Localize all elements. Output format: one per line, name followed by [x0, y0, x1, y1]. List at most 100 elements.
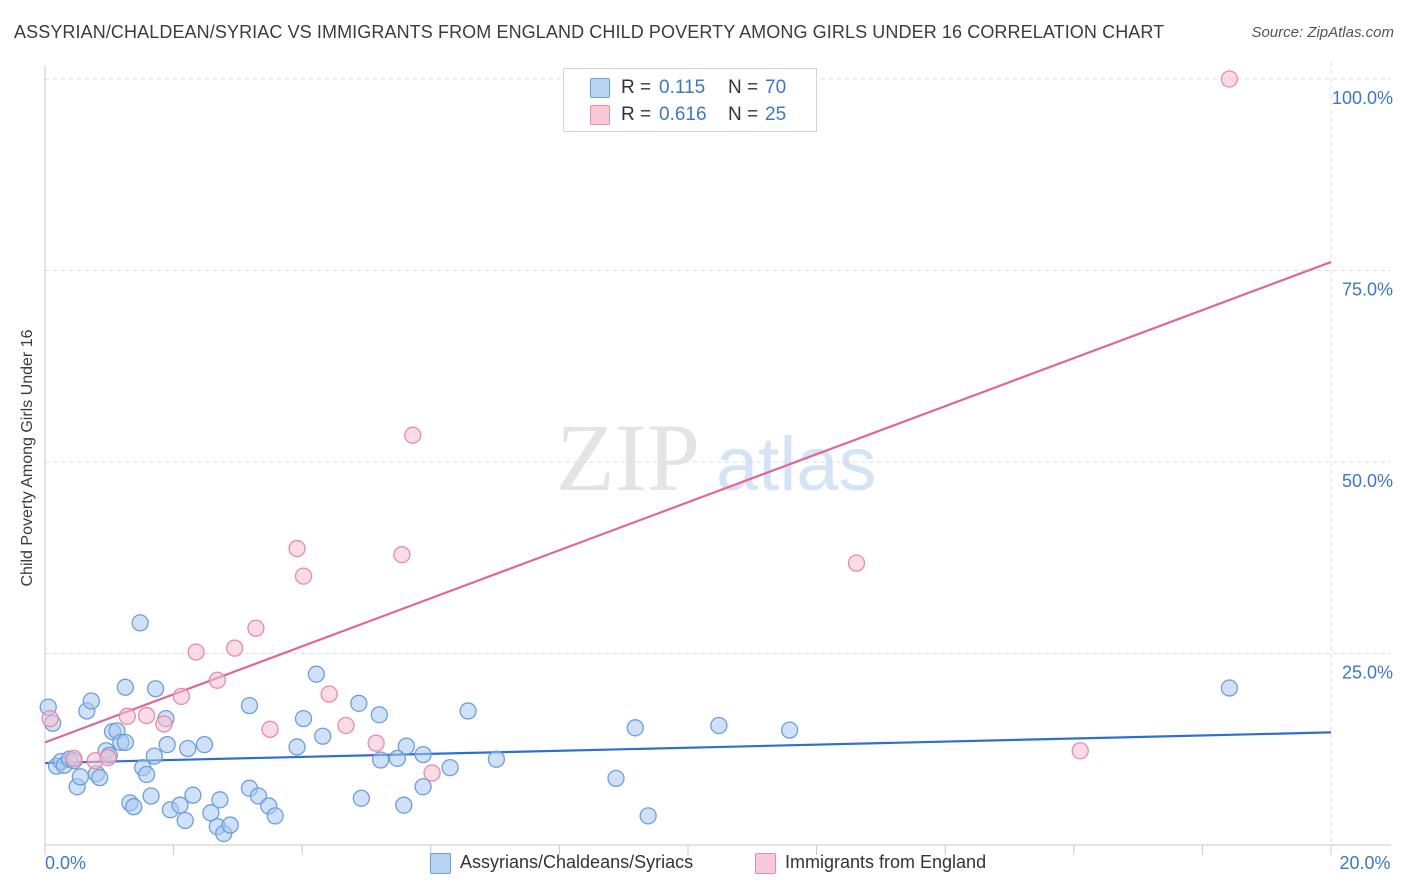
england-point: [65, 749, 83, 768]
assyrian-point: [307, 665, 325, 683]
england-point: [247, 619, 265, 637]
y-tick-label: 25.0%: [1342, 663, 1393, 683]
assyrian-point: [71, 768, 90, 786]
assyrian-point: [195, 736, 214, 754]
assyrian-point: [626, 719, 644, 737]
series-legend: Assyrians/Chaldeans/Syriacs Immigrants f…: [0, 852, 1406, 878]
assyrian-point: [388, 749, 407, 768]
england-point: [99, 749, 117, 767]
y-tick-label: 50.0%: [1342, 471, 1393, 491]
assyrian-point: [441, 758, 459, 777]
england-point: [41, 709, 59, 728]
england-point: [187, 643, 205, 661]
assyrian-point: [780, 721, 799, 739]
england-trend-line: [44, 261, 1332, 744]
assyrian-point: [249, 787, 268, 805]
assyrian-point: [179, 739, 197, 758]
chart-title: ASSYRIAN/CHALDEAN/SYRIAC VS IMMIGRANTS F…: [14, 22, 1165, 42]
assyrian-point: [221, 816, 239, 834]
england-point: [393, 546, 411, 564]
legend-swatch-blue: [590, 78, 610, 98]
assyrian-point: [414, 778, 432, 796]
assyrian-point: [370, 706, 389, 724]
y-tick-label: 75.0%: [1342, 280, 1393, 300]
legend-swatch-pink: [755, 853, 776, 874]
trend-lines: [44, 261, 1332, 765]
assyrian-point: [350, 694, 368, 712]
assyrian-point: [82, 692, 100, 710]
legend-r-label: R =: [621, 77, 652, 98]
assyrian-point: [145, 747, 163, 765]
assyrian-point: [176, 811, 194, 830]
assyrian-point: [371, 751, 390, 769]
assyrian-point: [142, 787, 160, 805]
england-point: [137, 706, 156, 725]
assyrian-point: [395, 796, 413, 814]
assyrian-point: [1220, 679, 1239, 697]
assyrian-point: [158, 736, 176, 754]
assyrian-point: [137, 765, 156, 784]
y-tick-label: 100.0%: [1332, 88, 1393, 108]
watermark-atlas: atlas: [716, 422, 877, 507]
assyrian-point: [607, 769, 625, 788]
assyrian-point: [294, 709, 313, 728]
assyrian-point: [146, 680, 165, 698]
england-point: [847, 554, 866, 572]
england-point: [155, 715, 173, 733]
england-point: [288, 539, 306, 558]
assyrian-point: [116, 733, 135, 752]
legend-n-value: 25: [765, 104, 787, 125]
assyrian-point: [639, 807, 657, 825]
england-point: [423, 764, 441, 782]
assyrian-point: [710, 716, 728, 735]
assyrian-point: [116, 678, 135, 696]
england-point: [226, 639, 244, 657]
england-point: [367, 734, 385, 752]
data-points: [39, 70, 1239, 843]
england-point: [261, 720, 279, 738]
england-point: [337, 716, 355, 735]
england-point: [294, 567, 313, 585]
assyrian-trend-line: [44, 731, 1332, 765]
assyrian-point: [211, 791, 229, 809]
assyrian-point: [240, 696, 259, 715]
assyrian-point: [171, 796, 189, 814]
england-point: [1220, 70, 1239, 88]
assyrian-point: [352, 789, 371, 807]
legend-r-value: 0.115: [659, 77, 706, 98]
assyrian-point: [184, 786, 202, 804]
legend-n-label: N =: [728, 77, 759, 98]
assyrian-point: [125, 798, 143, 816]
assyrian-point: [487, 750, 506, 768]
legend-swatch-pink: [590, 105, 610, 125]
assyrian-point: [202, 804, 220, 822]
assyrian-point: [288, 738, 306, 756]
england-point: [172, 687, 190, 706]
source-label: Source: ZipAtlas.com: [1251, 24, 1394, 41]
watermark-zip: ZIP: [556, 404, 700, 511]
x-tick-label: 0.0%: [45, 853, 86, 873]
x-tick-label: 20.0%: [1339, 853, 1390, 873]
legend-series-name: Assyrians/Chaldeans/Syriacs: [460, 852, 694, 872]
legend-n-value: 70: [765, 77, 787, 98]
legend-r-label: R =: [621, 104, 652, 125]
tick-labels: 25.0% 50.0% 75.0% 100.0% 0.0% 20.0%: [45, 88, 1393, 873]
assyrian-point: [459, 702, 477, 720]
legend-r-value: 0.616: [659, 104, 707, 125]
legend-swatch-blue: [430, 853, 451, 874]
england-point: [320, 685, 338, 703]
assyrian-point: [314, 727, 332, 745]
legend-n-label: N =: [728, 104, 759, 125]
assyrian-point: [414, 745, 432, 764]
gridlines: [45, 62, 1391, 845]
england-point: [404, 426, 422, 444]
correlation-legend: R = 0.115 N = 70 R = 0.616 N = 25: [563, 68, 817, 132]
assyrian-point: [266, 807, 284, 825]
assyrian-point: [397, 737, 416, 755]
assyrian-point: [131, 614, 149, 632]
watermark: ZIP atlas: [556, 404, 877, 511]
england-point: [208, 671, 226, 689]
england-point: [118, 707, 136, 725]
england-point: [1071, 742, 1089, 760]
